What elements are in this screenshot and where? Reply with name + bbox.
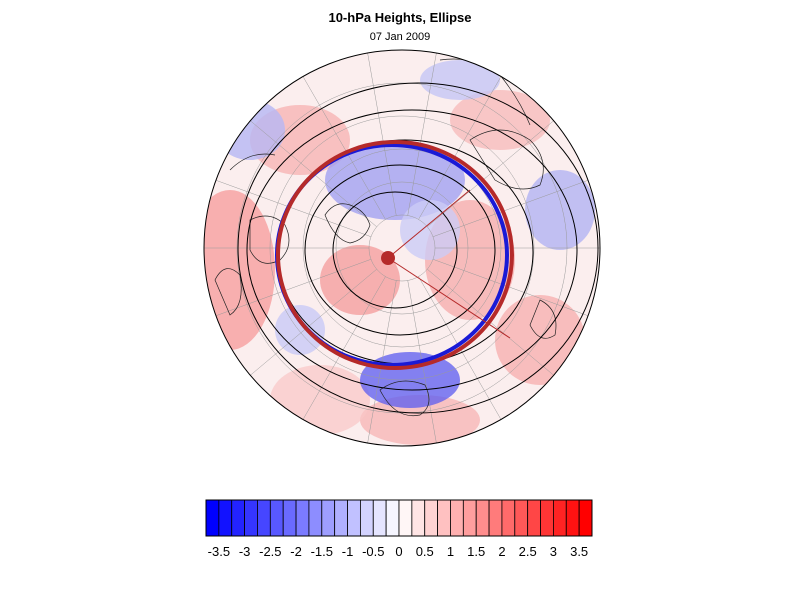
colorbar-box	[565, 499, 580, 537]
positive-anomaly-region	[360, 395, 480, 445]
vortex-center-marker	[381, 251, 395, 265]
meridian-line	[250, 269, 377, 376]
colorbar-box	[385, 499, 400, 537]
meridian-line	[427, 120, 554, 227]
colorbar-tick-label: 0	[395, 544, 402, 559]
colorbar-box	[462, 499, 477, 537]
colorbar-tick-label: 3.5	[570, 544, 588, 559]
positive-anomaly-region	[204, 190, 275, 350]
colorbar-tick-label: 2	[498, 544, 505, 559]
positive-anomaly-region	[450, 90, 550, 150]
colorbar-tick-label: -2.5	[259, 544, 281, 559]
colorbar-tick-label: -2	[290, 544, 302, 559]
colorbar-box	[553, 499, 567, 537]
colorbar-tick-label: 0.5	[416, 544, 434, 559]
colorbar-box	[334, 499, 348, 537]
colorbar-box	[347, 499, 361, 537]
colorbar-box	[437, 499, 451, 537]
colorbar-tick-label: -1.5	[311, 544, 333, 559]
height-contours	[237, 82, 599, 414]
colorbar-box	[501, 499, 516, 537]
colorbar-box	[578, 499, 593, 537]
colorbar-tick-label: 2.5	[519, 544, 537, 559]
figure-title: 10-hPa Heights, Ellipse	[328, 10, 471, 25]
figure-subtitle: 07 Jan 2009	[370, 31, 431, 43]
negative-anomaly-region	[525, 170, 595, 250]
colorbar-tick-label: -3.5	[208, 544, 230, 559]
colorbar-box	[411, 499, 426, 537]
fitted-ellipse-red	[276, 140, 514, 370]
colorbar-box	[295, 499, 310, 537]
meridian-line	[432, 180, 589, 237]
anomaly-field	[204, 60, 595, 445]
colorbar-box	[540, 499, 554, 537]
colorbar-box	[257, 499, 271, 537]
colorbar-box	[269, 499, 284, 537]
colorbar-border	[205, 499, 593, 537]
colorbar-box	[527, 499, 541, 537]
ellipse-axis-line	[387, 257, 511, 339]
negative-anomaly-region	[215, 100, 285, 160]
colorbar-tick-label: 3	[550, 544, 557, 559]
colorbar: -3.5 -3 -2.5 -2 -1.5 -1 -0.5 0 0.5 1 1.5 2 2.5 3 3.5	[205, 499, 593, 559]
colorbar-box	[205, 499, 220, 537]
colorbar-box	[321, 499, 336, 537]
colorbar-box	[308, 499, 323, 537]
polar-map	[203, 49, 601, 447]
meridian-line	[302, 276, 386, 420]
colorbar-tick-label: 1.5	[467, 544, 485, 559]
negative-anomaly-region	[275, 305, 325, 355]
colorbar-tick-label: -1	[342, 544, 354, 559]
colorbar-box	[218, 499, 233, 537]
vortex-ellipses	[275, 140, 514, 370]
colorbar-box	[424, 499, 439, 537]
meridian-line	[215, 180, 372, 237]
colorbar-tick-label: -0.5	[362, 544, 384, 559]
colorbar-box	[244, 499, 258, 537]
colorbar-box	[282, 499, 297, 537]
colorbar-box	[359, 499, 374, 537]
colorbar-box	[488, 499, 503, 537]
positive-anomaly-region	[495, 295, 585, 385]
colorbar-box	[475, 499, 490, 537]
colorbar-box	[372, 499, 387, 537]
meridian-line	[215, 259, 372, 316]
colorbar-box	[398, 499, 413, 537]
colorbar-tick-label: -3	[239, 544, 251, 559]
ellipse-axis-line	[387, 189, 471, 259]
colorbar-box	[231, 499, 246, 537]
colorbar-box	[450, 499, 464, 537]
meridian-line	[418, 76, 502, 220]
positive-anomaly-region	[270, 365, 370, 435]
meridian-line	[432, 259, 589, 316]
map-border	[203, 49, 601, 447]
meridian-line	[407, 52, 437, 216]
meridian-line	[367, 52, 397, 216]
colorbar-tick-label: 1	[447, 544, 454, 559]
negative-anomaly-region	[420, 60, 500, 100]
colorbar-box	[514, 499, 529, 537]
positive-anomaly-region	[320, 245, 400, 315]
